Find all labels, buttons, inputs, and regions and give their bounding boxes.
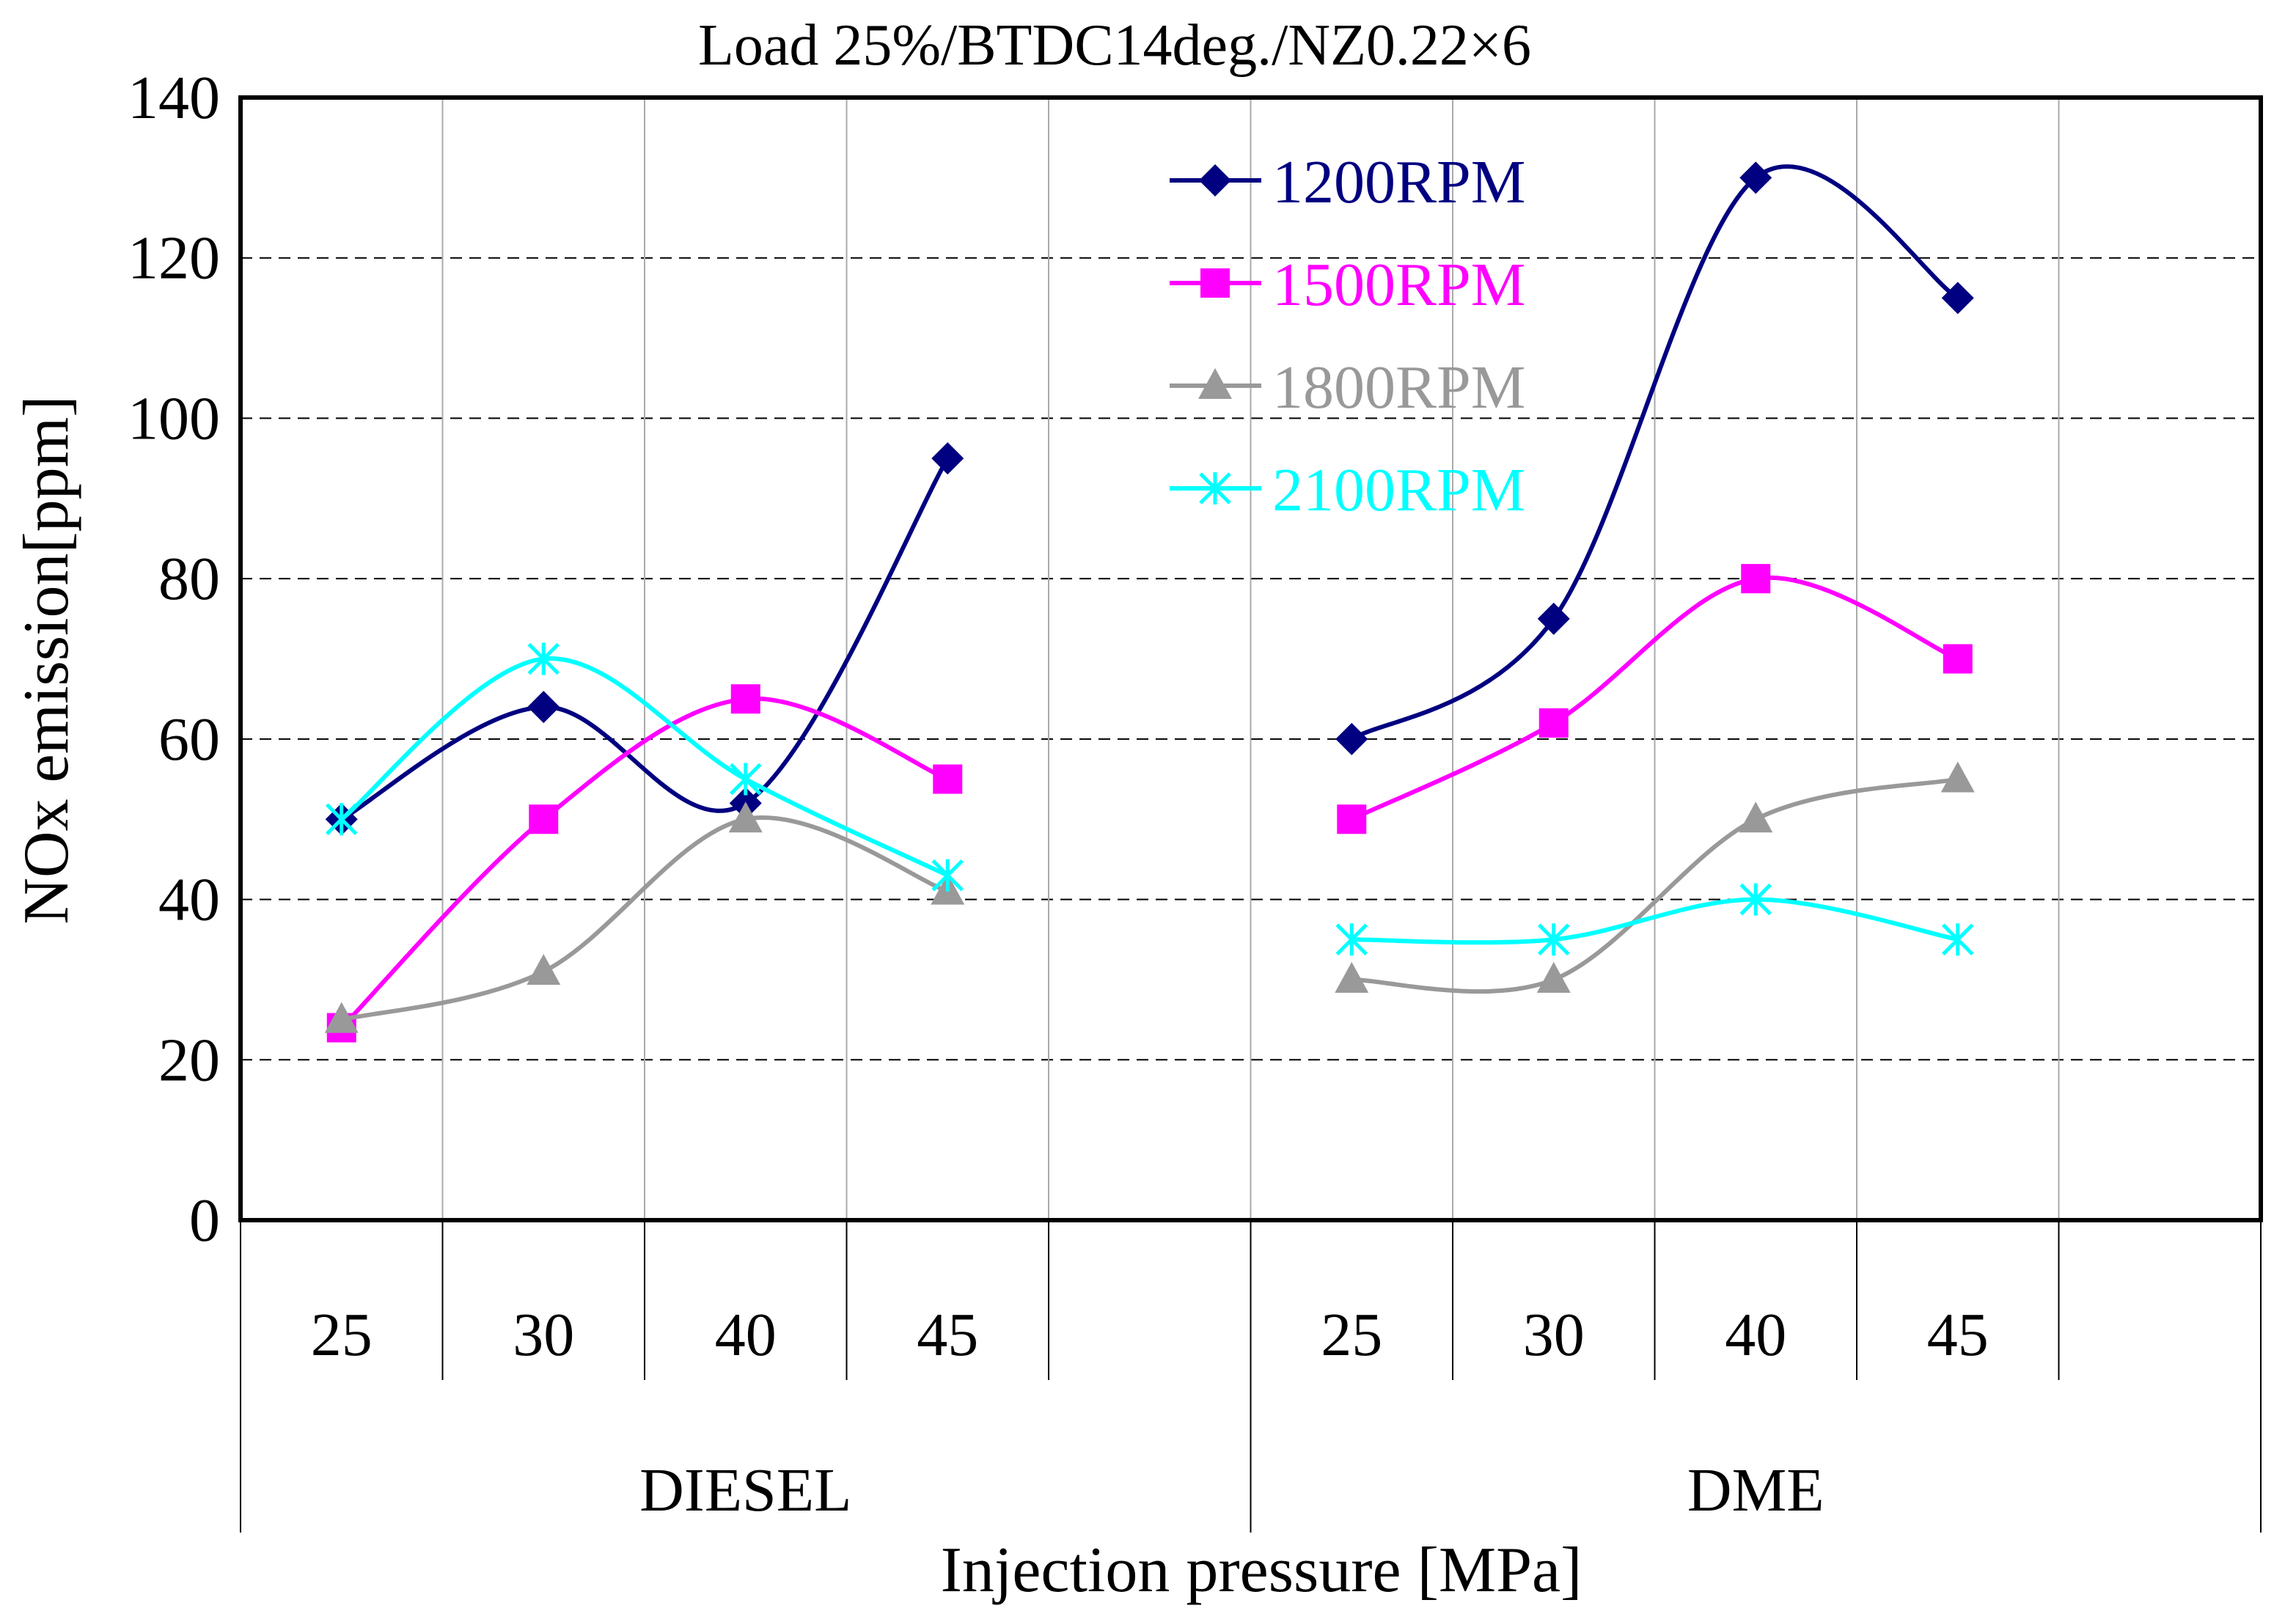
legend-marker: [1198, 368, 1232, 399]
series-1800rpm: [324, 761, 1975, 1033]
data-point: [1538, 708, 1569, 738]
x-tick-label: 40: [715, 1301, 777, 1369]
data-point: [931, 859, 964, 892]
axes: 0 20 40 60 80 100 120 140 25 30 40 45 DIESEL 25 30 40 45…: [128, 64, 2263, 1533]
legend-item: 1200RPM: [1170, 148, 1525, 216]
data-point: [1941, 282, 1974, 315]
series-line: [1350, 575, 1959, 821]
legend-item: 1500RPM: [1170, 251, 1525, 319]
data-point: [1739, 161, 1772, 194]
series-2100rpm: [325, 642, 1974, 956]
x-tick-label: 30: [1523, 1301, 1585, 1369]
y-tick-label: 100: [128, 384, 220, 452]
data-point: [1741, 564, 1771, 594]
y-tick-label: 20: [158, 1026, 220, 1094]
group-label: DME: [1687, 1456, 1824, 1524]
group-label: DIESEL: [639, 1456, 851, 1524]
legend-item: 2100RPM: [1170, 456, 1525, 524]
x-tick-label: 25: [311, 1301, 373, 1369]
x-axis-label: Injection pressure [MPa]: [941, 1535, 1582, 1606]
data-point: [325, 803, 358, 836]
series-1500rpm: [326, 564, 1973, 1043]
legend-label: 1200RPM: [1272, 148, 1525, 216]
x-tick-label: 40: [1725, 1301, 1786, 1369]
data-point: [527, 953, 561, 985]
x-tick-label: 25: [1321, 1301, 1382, 1369]
legend-item: 1800RPM: [1170, 353, 1525, 422]
data-point: [1537, 923, 1570, 956]
legend: 1200RPM 1500RPM 1800RPM 2100RPM: [1170, 148, 1525, 524]
legend-marker: [1199, 472, 1231, 504]
series-line: [340, 696, 949, 1030]
series-group: [324, 161, 1975, 1043]
data-point: [1940, 761, 1975, 793]
series-line: [1350, 164, 1959, 741]
data-point: [729, 763, 762, 796]
legend-label: 1500RPM: [1272, 251, 1525, 319]
data-point: [527, 642, 560, 675]
legend-marker: [1199, 164, 1231, 197]
x-tick-label: 45: [1927, 1301, 1989, 1369]
data-point: [1943, 644, 1973, 674]
y-tick-label: 140: [128, 64, 220, 132]
y-tick-label: 60: [158, 705, 220, 774]
y-tick-label: 0: [189, 1186, 220, 1255]
data-point: [1335, 961, 1369, 993]
data-point: [1536, 961, 1571, 993]
x-tick-label: 30: [513, 1301, 574, 1369]
data-point: [529, 804, 559, 834]
data-point: [933, 764, 963, 794]
y-tick-label: 120: [128, 224, 220, 293]
y-tick-label: 40: [158, 866, 220, 934]
series-line: [1351, 777, 1959, 994]
data-point: [1537, 602, 1570, 635]
data-point: [1739, 801, 1773, 833]
data-point: [527, 691, 560, 724]
data-point: [931, 442, 964, 475]
x-tick-label: 45: [917, 1301, 978, 1369]
data-point: [324, 1002, 359, 1033]
legend-label: 1800RPM: [1272, 353, 1525, 422]
data-point: [1335, 722, 1368, 755]
legend-marker: [1200, 268, 1230, 298]
data-point: [1335, 923, 1368, 956]
grid: [241, 98, 2261, 1220]
data-point: [1337, 804, 1367, 834]
series-line: [340, 457, 950, 821]
legend-label: 2100RPM: [1272, 456, 1525, 524]
y-tick-label: 80: [158, 545, 220, 613]
chart-title: Load 25%/BTDC14deg./NZ0.22×6: [698, 13, 1531, 78]
data-point: [730, 684, 760, 714]
data-point: [1941, 923, 1974, 956]
series-line: [341, 815, 949, 1022]
y-axis-label: NOx emission[ppm]: [11, 395, 82, 924]
data-point: [1739, 883, 1772, 916]
series-line: [340, 656, 949, 878]
series-line: [1351, 897, 1959, 945]
data-point: [728, 801, 763, 833]
